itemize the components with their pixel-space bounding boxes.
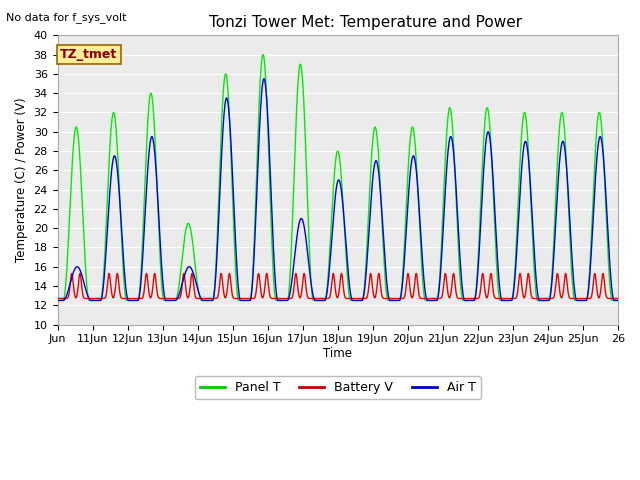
Text: TZ_tmet: TZ_tmet	[60, 48, 118, 61]
Legend: Panel T, Battery V, Air T: Panel T, Battery V, Air T	[195, 376, 481, 399]
Text: No data for f_sys_volt: No data for f_sys_volt	[6, 12, 127, 23]
Y-axis label: Temperature (C) / Power (V): Temperature (C) / Power (V)	[15, 97, 28, 262]
X-axis label: Time: Time	[323, 347, 352, 360]
Title: Tonzi Tower Met: Temperature and Power: Tonzi Tower Met: Temperature and Power	[209, 15, 522, 30]
